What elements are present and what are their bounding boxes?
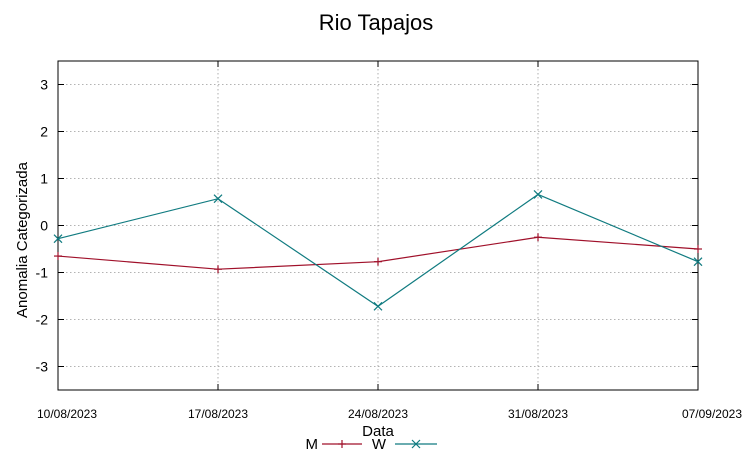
y-tick-label: 0 — [40, 218, 48, 234]
y-tick-label: -2 — [36, 312, 49, 328]
data-point-w — [53, 234, 63, 244]
x-tick-label: 31/08/2023 — [508, 407, 568, 421]
x-tick-label: 10/08/2023 — [37, 407, 97, 421]
data-point-w — [373, 301, 383, 311]
grid-lines — [58, 61, 698, 390]
x-tick-label: 24/08/2023 — [348, 407, 408, 421]
legend-marker-w — [411, 439, 421, 449]
y-tick-label: 3 — [40, 77, 48, 93]
y-axis-label: Anomalia Categorizada — [14, 161, 31, 318]
y-tick-label: 1 — [40, 171, 48, 187]
chart-title: Rio Tapajos — [319, 10, 434, 35]
y-axis-ticks: 3 2 1 0 -1 -2 -3 — [36, 77, 698, 375]
y-tick-label: 2 — [40, 124, 48, 140]
y-tick-label: -1 — [36, 265, 49, 281]
x-axis-label: Data — [362, 423, 394, 440]
series-lines — [53, 190, 703, 311]
data-point-w — [693, 257, 703, 267]
y-tick-label: -3 — [36, 359, 49, 375]
legend-label-w: W — [372, 436, 387, 453]
x-axis-ticks: 10/08/2023 17/08/2023 24/08/2023 31/08/2023… — [37, 61, 742, 421]
data-point-w — [213, 194, 223, 204]
data-point-w — [533, 190, 543, 199]
legend-label-m: M — [306, 436, 319, 453]
x-tick-label: 17/08/2023 — [188, 407, 248, 421]
x-tick-label: 07/09/2023 — [682, 407, 742, 421]
